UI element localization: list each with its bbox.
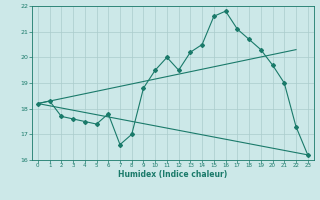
X-axis label: Humidex (Indice chaleur): Humidex (Indice chaleur): [118, 170, 228, 179]
